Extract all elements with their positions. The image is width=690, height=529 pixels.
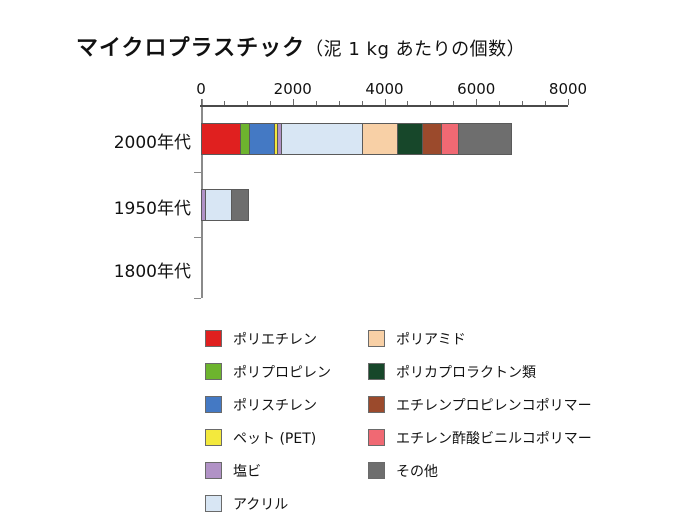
x-tick-label: 0 [196,80,206,98]
legend-item: 塩ビ [205,462,331,480]
x-minor-tick [223,101,225,105]
chart-title-sub: （泥 1 kg あたりの個数） [305,39,526,60]
legend-swatch [205,363,222,380]
legend-swatch [205,330,222,347]
legend-label: ペット (PET) [233,430,317,447]
legend-label: ポリスチレン [233,397,317,414]
x-tick-label: 4000 [365,80,404,98]
bar-segment [422,122,442,155]
bar-segment [440,122,460,155]
bar-row [201,122,513,155]
x-major-tick [384,99,386,105]
legend-item: ポリカプロラクトン類 [368,363,592,381]
legend-item: ポリエチレン [205,330,331,348]
legend-swatch [368,429,385,446]
x-major-tick [292,99,294,105]
x-minor-tick [453,101,455,105]
plot-area: 0 2000 4000 6000 8000 2000年代 1950年代 1800年代 [114,80,587,299]
legend-swatch [205,429,222,446]
legend-label: ポリアミド [396,331,466,348]
legend-swatch [368,396,385,413]
legend-swatch [368,462,385,479]
bar-segment [231,188,250,221]
category-label: 1950年代 [113,198,191,219]
bar-segment [249,122,276,155]
legend-swatch [205,462,222,479]
x-tick-label: 2000 [273,80,312,98]
legend-item: その他 [368,462,592,480]
bar-segment [201,122,241,155]
bar-segment [280,122,363,155]
x-major-tick [476,99,478,105]
legend-label: ポリプロピレン [233,364,331,381]
legend-label: 塩ビ [233,463,261,480]
category-label: 1800年代 [113,261,191,282]
y-boundary-tick [194,298,201,299]
legend-column-right: ポリアミドポリカプロラクトン類エチレンプロピレンコポリマー エチレン酢酸ビニルコポ… [368,330,592,480]
x-minor-tick [269,101,271,105]
bar-segment [361,122,398,155]
x-axis-line [200,105,568,107]
legend-item: アクリル [205,495,331,513]
legend-swatch [368,363,385,380]
x-tick-label: 8000 [548,80,588,98]
legend-swatch [205,495,222,512]
x-minor-tick [407,101,409,105]
bar-segment [204,188,233,221]
y-boundary-tick [194,172,201,173]
legend-label: エチレン酢酸ビニルコポリマー [396,430,592,447]
x-minor-tick [430,101,432,105]
bar-row [201,188,250,221]
legend-column-left: ポリエチレン ポリプロピレン ポリスチレン ペット (PET) 塩ビアクリル [205,330,331,513]
chart-title: マイクロプラスチック（泥 1 kg あたりの個数） [76,30,525,62]
legend-item: エチレンプロピレンコポリマー [368,396,592,414]
legend-item: ペット (PET) [205,429,331,447]
y-boundary-tick [194,237,201,238]
x-minor-tick [338,101,340,105]
legend-item: ポリプロピレン [205,363,331,381]
legend-label: その他 [396,463,438,480]
x-major-tick [568,99,569,105]
x-minor-tick [246,101,248,105]
bar-segment [396,122,424,155]
legend-label: アクリル [233,496,289,513]
legend-item: ポリアミド [368,330,592,348]
x-major-tick [201,99,202,105]
x-minor-tick [361,101,363,105]
legend-item: ポリスチレン [205,396,331,414]
x-minor-tick [545,101,547,105]
bar-segment [458,122,513,155]
x-tick-label: 6000 [457,80,496,98]
legend-item: エチレン酢酸ビニルコポリマー [368,429,592,447]
legend-swatch [205,396,222,413]
x-minor-tick [499,101,501,105]
chart-title-main: マイクロプラスチック [76,36,306,61]
legend-label: エチレンプロピレンコポリマー [396,397,592,414]
legend-label: ポリカプロラクトン類 [396,364,536,381]
category-label: 2000年代 [113,132,191,153]
x-minor-tick [522,101,524,105]
x-minor-tick [315,101,317,105]
legend-label: ポリエチレン [233,331,317,348]
legend-swatch [368,330,385,347]
